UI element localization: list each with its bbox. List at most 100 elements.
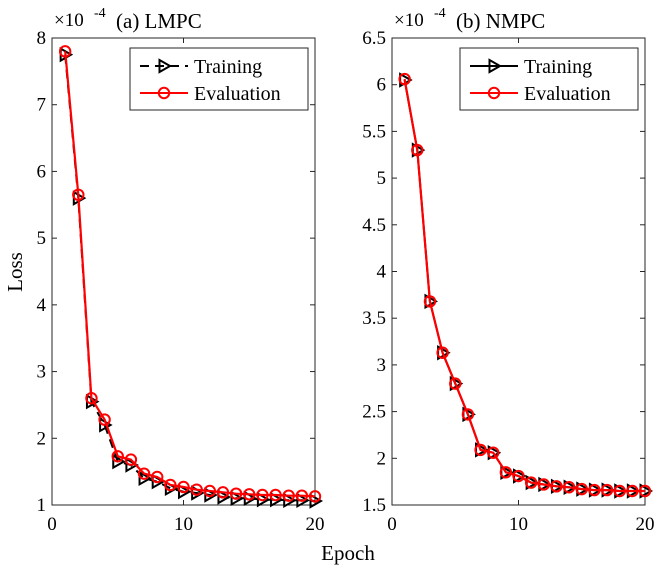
chart1-ytick-label: 4: [377, 262, 387, 283]
chart1-legend-label-evaluation: Evaluation: [524, 83, 611, 105]
chart1-xtick-label: 10: [509, 514, 528, 535]
chart0-evaluation-point: [216, 486, 230, 499]
chart1-ytick-label: 6.5: [362, 28, 386, 49]
chart0-training-point: [309, 493, 324, 509]
chart1-evaluation-point: [613, 484, 626, 498]
chart1-ytick-label: 3: [377, 355, 387, 376]
chart1-legend-box: [459, 47, 639, 111]
chart0-legend-marker-evaluation: [157, 86, 171, 100]
chart0-title: (a) LMPC: [116, 9, 202, 33]
chart0-multiplier: ×10: [54, 10, 84, 31]
chart0-ytick-label: 6: [37, 161, 47, 182]
chart1-multiplier: ×10: [394, 10, 424, 31]
chart0-evaluation-point: [229, 487, 243, 500]
chart0-legend-marker-training: [158, 58, 173, 74]
chart0-evaluation-point: [111, 450, 124, 463]
chart1-evaluation-point: [461, 408, 475, 421]
chart0-xtick-label: 0: [47, 514, 57, 535]
chart1-evaluation-point: [487, 446, 500, 459]
chart1-evaluation-point: [537, 478, 550, 491]
chart1-legend-marker-training: [488, 58, 503, 74]
chart0-evaluation-point: [282, 489, 295, 502]
chart0-training-point: [256, 491, 271, 508]
chart0-training-point: [138, 470, 153, 487]
chart0-evaluation-point: [295, 489, 309, 502]
chart1-evaluation-point: [550, 480, 563, 493]
chart0-legend: Training Evaluation: [129, 47, 309, 111]
chart1-ytick-label: 3.5: [362, 308, 386, 329]
chart1-xtick-label: 20: [636, 514, 655, 535]
chart0-multiplier-exp: -4: [94, 6, 106, 21]
chart1-evaluation-point: [474, 443, 487, 457]
chart0-legend-label-evaluation: Evaluation: [194, 83, 281, 105]
chart0-xtick-label: 10: [174, 514, 193, 535]
chart1-series-evaluation: [398, 72, 652, 498]
chart1-ytick-label: 5.5: [362, 121, 386, 142]
chart1-xtick-label: 0: [387, 514, 397, 535]
chart0-evaluation-point: [85, 392, 98, 405]
chart1-ytick-label: 6: [377, 75, 387, 96]
chart1-evaluation-point: [638, 484, 652, 498]
chart1-evaluation-point: [562, 481, 576, 494]
chart0-training-point: [230, 490, 245, 507]
chart1-evaluation-point: [575, 482, 588, 496]
chart0-evaluation-point: [243, 488, 256, 501]
chart0-ytick-label: 8: [37, 28, 47, 49]
chart0-legend-label-training: Training: [194, 56, 262, 78]
chart1-ytick-label: 4.5: [362, 215, 386, 236]
chart1-ytick-label: 2.5: [362, 402, 386, 423]
chart1-ytick-label: 1.5: [362, 495, 386, 516]
chart0-ytick-label: 7: [37, 95, 47, 116]
chart0-evaluation-point: [308, 490, 322, 503]
figure-ylabel: Loss: [3, 252, 27, 292]
chart0-evaluation-point: [58, 45, 72, 58]
chart0-legend-box: [129, 47, 309, 111]
chart0-evaluation-point: [124, 453, 138, 466]
chart0-ytick-label: 1: [37, 495, 47, 516]
chart1-evaluation-point: [423, 295, 437, 308]
chart1-evaluation-point: [449, 377, 462, 390]
chart1-evaluation-point: [588, 483, 601, 497]
chart0-training-point: [296, 492, 310, 509]
chart0-ytick-label: 5: [37, 228, 47, 249]
chart1-title: (b) NMPC: [456, 9, 545, 33]
chart0-evaluation-point: [164, 478, 177, 492]
chart0-ytick-label: 2: [37, 428, 47, 449]
chart1-evaluation-point: [436, 346, 449, 359]
chart1-evaluation-point: [512, 469, 525, 483]
chart0-training-point: [112, 453, 126, 470]
chart0-training-line: [64, 54, 316, 502]
chart0-series-evaluation: [58, 45, 322, 503]
chart0-panel: 1 2 3 4 5 6 7 8 0 10 20 ×10 -4 (a) LMPC Training Evalua…: [37, 6, 325, 535]
chart1-ytick-label: 2: [377, 448, 387, 469]
chart1-panel: 1.5 2 2.5 3 3.5 4 4.5 5 5.5 6 6.5 0 10 20 ×10 -4 (b) NMP…: [362, 6, 654, 535]
chart1-evaluation-point: [524, 476, 538, 489]
chart0-evaluation-point: [98, 413, 111, 426]
chart0-evaluation-point: [177, 480, 190, 494]
chart0-evaluation-point: [190, 483, 203, 496]
chart0-training-point: [270, 491, 284, 508]
chart1-evaluation-point: [411, 143, 424, 157]
chart1-evaluation-point: [626, 484, 639, 498]
chart0-series-training: [59, 46, 324, 509]
chart1-evaluation-point: [600, 483, 614, 497]
chart1-series-training: [399, 72, 654, 499]
chart1-evaluation-point: [398, 72, 411, 86]
chart0-evaluation-point: [203, 484, 217, 498]
chart1-multiplier-exp: -4: [434, 6, 446, 21]
chart1-legend-marker-evaluation: [487, 86, 501, 100]
chart0-evaluation-line: [64, 51, 316, 498]
chart1-training-line: [403, 79, 645, 492]
chart0-training-point: [217, 489, 231, 505]
chart0-evaluation-point: [72, 188, 85, 201]
chart1-legend: Training Evaluation: [459, 47, 639, 111]
chart1-legend-label-training: Training: [524, 56, 592, 78]
chart0-ytick-label: 4: [37, 295, 47, 316]
chart0-ytick-label: 3: [37, 362, 47, 383]
chart1-evaluation-line: [403, 78, 645, 493]
chart0-evaluation-point: [256, 488, 269, 502]
chart0-training-point: [283, 492, 297, 509]
chart1-evaluation-point: [499, 466, 513, 479]
